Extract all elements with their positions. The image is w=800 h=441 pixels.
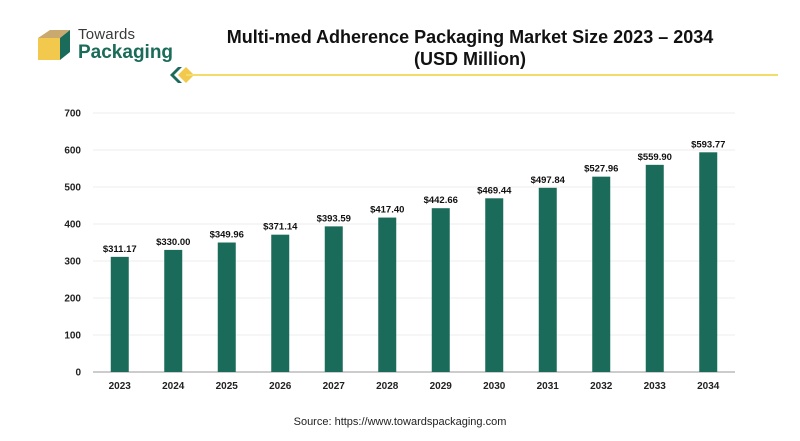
brand-logo: Towards Packaging	[36, 24, 176, 68]
x-tick-label: 2033	[644, 381, 667, 392]
x-tick-label: 2030	[483, 381, 506, 392]
x-tick-label: 2024	[162, 381, 185, 392]
x-tick-label: 2029	[430, 381, 453, 392]
bar	[217, 242, 236, 372]
data-label: $497.84	[531, 175, 566, 186]
bar	[271, 234, 290, 372]
x-tick-label: 2027	[323, 381, 346, 392]
bar	[699, 152, 718, 372]
y-tick-label: 500	[64, 183, 81, 194]
x-tick-label: 2028	[376, 381, 399, 392]
data-label: $593.77	[691, 139, 725, 150]
data-label: $349.96	[210, 230, 244, 241]
data-label: $311.17	[103, 244, 137, 255]
data-label: $330.00	[156, 237, 190, 248]
bar	[485, 198, 504, 372]
data-label: $527.96	[584, 164, 618, 175]
x-tick-label: 2034	[697, 381, 720, 392]
y-tick-label: 100	[64, 331, 81, 342]
x-tick-label: 2032	[590, 381, 613, 392]
data-label: $417.40	[370, 205, 404, 216]
y-tick-label: 400	[64, 220, 81, 231]
bar	[378, 217, 397, 372]
chart-title-line2: (USD Million)	[414, 49, 526, 69]
logo-box-side	[60, 30, 70, 60]
bar	[645, 164, 664, 372]
data-label: $442.66	[424, 195, 458, 206]
marker-green-chevron	[170, 67, 182, 83]
bar-chart: 0 100 200 300 400 500 600 700 $311.17 2023 $330.00…	[64, 109, 735, 392]
logo-box-front	[38, 38, 60, 60]
y-tick-label: 0	[75, 368, 81, 379]
logo-box-top	[38, 30, 70, 38]
data-label: $559.90	[638, 152, 672, 163]
x-tick-label: 2031	[537, 381, 560, 392]
source-note: Source: https://www.towardspackaging.com	[293, 416, 507, 428]
x-tick-label: 2023	[109, 381, 132, 392]
bar	[538, 187, 557, 372]
box-logo-icon	[38, 30, 70, 60]
y-tick-label: 300	[64, 257, 81, 268]
data-label: $469.44	[477, 185, 512, 196]
title-divider	[168, 64, 780, 86]
x-tick-label: 2026	[269, 381, 292, 392]
bar	[164, 249, 183, 372]
data-label: $371.14	[263, 222, 298, 233]
bar	[592, 176, 611, 372]
data-label: $393.59	[317, 213, 351, 224]
x-tick-label: 2025	[216, 381, 239, 392]
y-tick-label: 600	[64, 146, 81, 157]
bar	[110, 256, 129, 372]
chart-title: Multi-med Adherence Packaging Market Siz…	[190, 26, 750, 70]
bar	[431, 208, 450, 372]
chart-title-line1: Multi-med Adherence Packaging Market Siz…	[226, 27, 714, 47]
bar	[324, 226, 343, 372]
y-tick-label: 700	[64, 109, 81, 120]
brand-name-line2: Packaging	[78, 42, 174, 63]
brand-name-line1: Towards	[78, 26, 136, 43]
divider-line	[186, 74, 778, 76]
y-tick-label: 200	[64, 294, 81, 305]
